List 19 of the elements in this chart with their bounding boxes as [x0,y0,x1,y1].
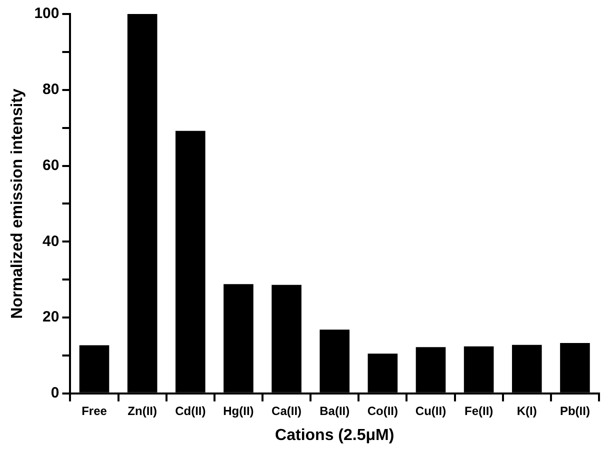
x-tick-label: Ca(II) [272,404,302,418]
x-tick-label: Hg(II) [223,404,254,418]
x-tick-label: Cd(II) [175,404,206,418]
x-tick-label: Zn(II) [128,404,157,418]
x-tick-label: Pb(II) [560,404,590,418]
y-tick-label: 60 [42,156,60,174]
x-tick-label: Cu(II) [415,404,446,418]
y-tick-label: 20 [42,308,60,326]
x-tick-label: Free [82,404,108,418]
y-tick-label: 80 [42,81,60,98]
x-tick-label: Co(II) [367,404,398,418]
y-tick-label: 40 [42,232,60,250]
x-tick-label: Fe(II) [464,404,494,418]
x-tick-label: K(I) [516,404,537,418]
y-axis-title: Normalized emission intensity [9,88,26,319]
x-tick-label: Ba(II) [320,404,350,418]
x-axis-title: Cations (2.5μM) [275,426,394,444]
y-tick-label: 100 [34,5,60,22]
y-tick-label: 0 [50,384,60,402]
